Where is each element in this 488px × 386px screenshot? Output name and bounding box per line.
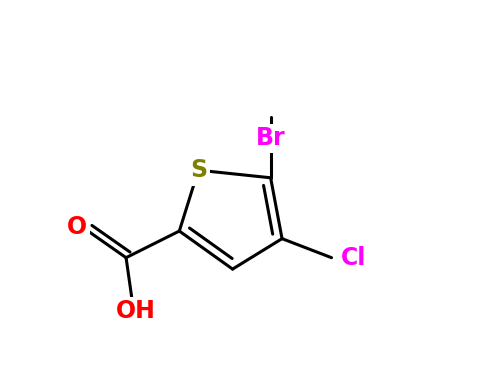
Text: O: O xyxy=(67,215,87,239)
Text: S: S xyxy=(190,158,207,182)
Text: OH: OH xyxy=(116,299,156,323)
Text: Br: Br xyxy=(256,127,285,151)
Text: Cl: Cl xyxy=(341,245,366,270)
